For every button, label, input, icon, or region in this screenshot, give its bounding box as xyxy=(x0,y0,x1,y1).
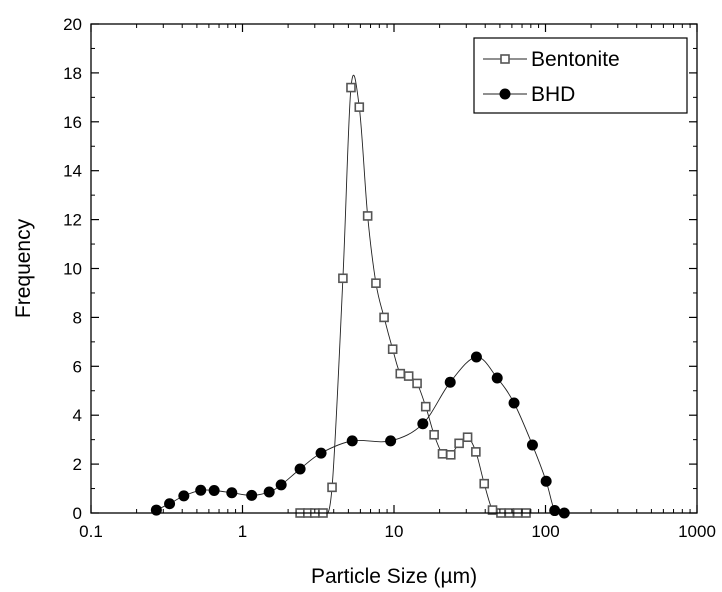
y-axis-title: Frequency xyxy=(12,218,35,318)
y-tick-label: 6 xyxy=(73,357,82,376)
data-point-circle xyxy=(346,435,358,447)
data-point-circle xyxy=(508,397,520,409)
y-tick-label: 8 xyxy=(73,308,82,327)
data-point-square xyxy=(387,344,398,354)
data-point-circle xyxy=(263,486,275,498)
x-tick-label: 100 xyxy=(531,522,559,541)
data-point-square xyxy=(327,482,337,493)
y-tick-label: 2 xyxy=(73,455,82,474)
data-point-square xyxy=(346,82,356,93)
legend-label: BHD xyxy=(531,83,575,106)
legend-marker-circle xyxy=(499,88,511,100)
data-point-circle xyxy=(315,447,327,459)
plot-marks xyxy=(150,74,570,519)
data-point-circle xyxy=(178,490,190,502)
data-point-square xyxy=(379,312,389,323)
data-point-square xyxy=(445,450,456,460)
y-tick-label: 10 xyxy=(63,260,82,279)
data-point-circle xyxy=(549,505,561,517)
data-point-circle xyxy=(226,487,238,499)
y-tick-label: 14 xyxy=(63,162,82,181)
y-tick-label: 4 xyxy=(73,406,82,425)
data-point-circle xyxy=(444,376,456,388)
x-tick-label: 0.1 xyxy=(79,522,103,541)
data-point-circle xyxy=(294,463,306,475)
y-tick-label: 0 xyxy=(73,504,82,523)
series-line xyxy=(300,74,527,516)
data-point-square xyxy=(338,273,348,284)
data-point-circle xyxy=(470,351,482,363)
data-point-circle xyxy=(491,372,503,384)
data-point-square xyxy=(420,401,431,412)
data-point-square xyxy=(371,278,381,288)
data-point-square xyxy=(412,378,422,389)
data-point-circle xyxy=(164,498,176,510)
data-point-square xyxy=(362,211,373,221)
data-point-circle xyxy=(385,435,397,447)
data-point-square xyxy=(437,449,448,459)
legend-marker-square xyxy=(500,54,510,64)
y-tick-label: 18 xyxy=(63,64,82,83)
data-point-square xyxy=(479,478,490,489)
axes: 0.1 1 10 100 1000 0 2 4 6 8 10 12 14 16 18 20 xyxy=(63,15,716,541)
x-tick-label: 1 xyxy=(238,522,247,541)
data-point-square xyxy=(471,447,481,457)
data-point-square xyxy=(462,432,473,443)
data-point-circle xyxy=(246,489,258,501)
data-point-circle xyxy=(540,475,552,487)
data-point-circle xyxy=(526,439,538,451)
y-tick-label: 16 xyxy=(63,113,82,132)
y-tick-label: 12 xyxy=(63,211,82,230)
data-point-square xyxy=(454,438,464,449)
series-line xyxy=(156,356,565,515)
legend: Bentonite BHD xyxy=(473,37,688,114)
data-point-circle xyxy=(150,504,162,516)
legend-box xyxy=(473,37,688,114)
legend-label: Bentonite xyxy=(531,48,620,71)
data-point-square xyxy=(354,102,365,112)
data-point-square xyxy=(395,368,406,379)
y-tick-label: 20 xyxy=(63,15,82,34)
data-point-circle xyxy=(275,479,287,491)
data-point-square xyxy=(429,429,439,440)
data-point-circle xyxy=(417,418,429,430)
data-point-circle xyxy=(195,484,207,496)
data-point-square xyxy=(403,371,414,381)
x-tick-label: 1000 xyxy=(678,522,716,541)
data-point-circle xyxy=(208,485,220,497)
x-tick-label: 10 xyxy=(385,522,404,541)
x-axis-title: Particle Size (µm) xyxy=(311,565,477,588)
series-bentonite xyxy=(295,74,531,518)
series-bhd xyxy=(150,351,570,519)
